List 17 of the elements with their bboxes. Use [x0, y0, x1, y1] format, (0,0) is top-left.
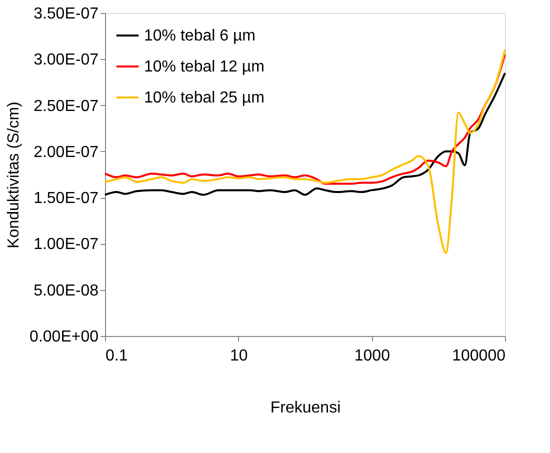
y-tick-label: 1.50E-07 — [34, 190, 99, 208]
y-tick-label: 0.00E+00 — [30, 328, 99, 346]
x-tick-label: 1000 — [354, 348, 390, 364]
y-tick-label: 2.00E-07 — [34, 144, 99, 161]
y-tick-label: 1.00E-07 — [34, 236, 99, 254]
legend-label: 10% tebal 6 µm — [144, 28, 256, 44]
legend-label: 10% tebal 12 µm — [144, 58, 264, 76]
x-tick-label: 100000 — [452, 348, 506, 364]
y-tick-label: 2.50E-07 — [34, 98, 99, 115]
x-tick-label: 0.1 — [106, 348, 128, 364]
x-axis-title: Frekuensi — [270, 400, 341, 416]
x-tick-label: 10 — [230, 348, 248, 364]
y-tick-label: 3.00E-07 — [34, 52, 99, 69]
y-axis-title: Konduktivitas (S/cm) — [6, 102, 23, 248]
y-tick-label: 3.50E-07 — [34, 6, 99, 22]
y-tick-label: 5.00E-08 — [34, 282, 99, 300]
legend-label: 10% tebal 25 µm — [144, 90, 264, 106]
